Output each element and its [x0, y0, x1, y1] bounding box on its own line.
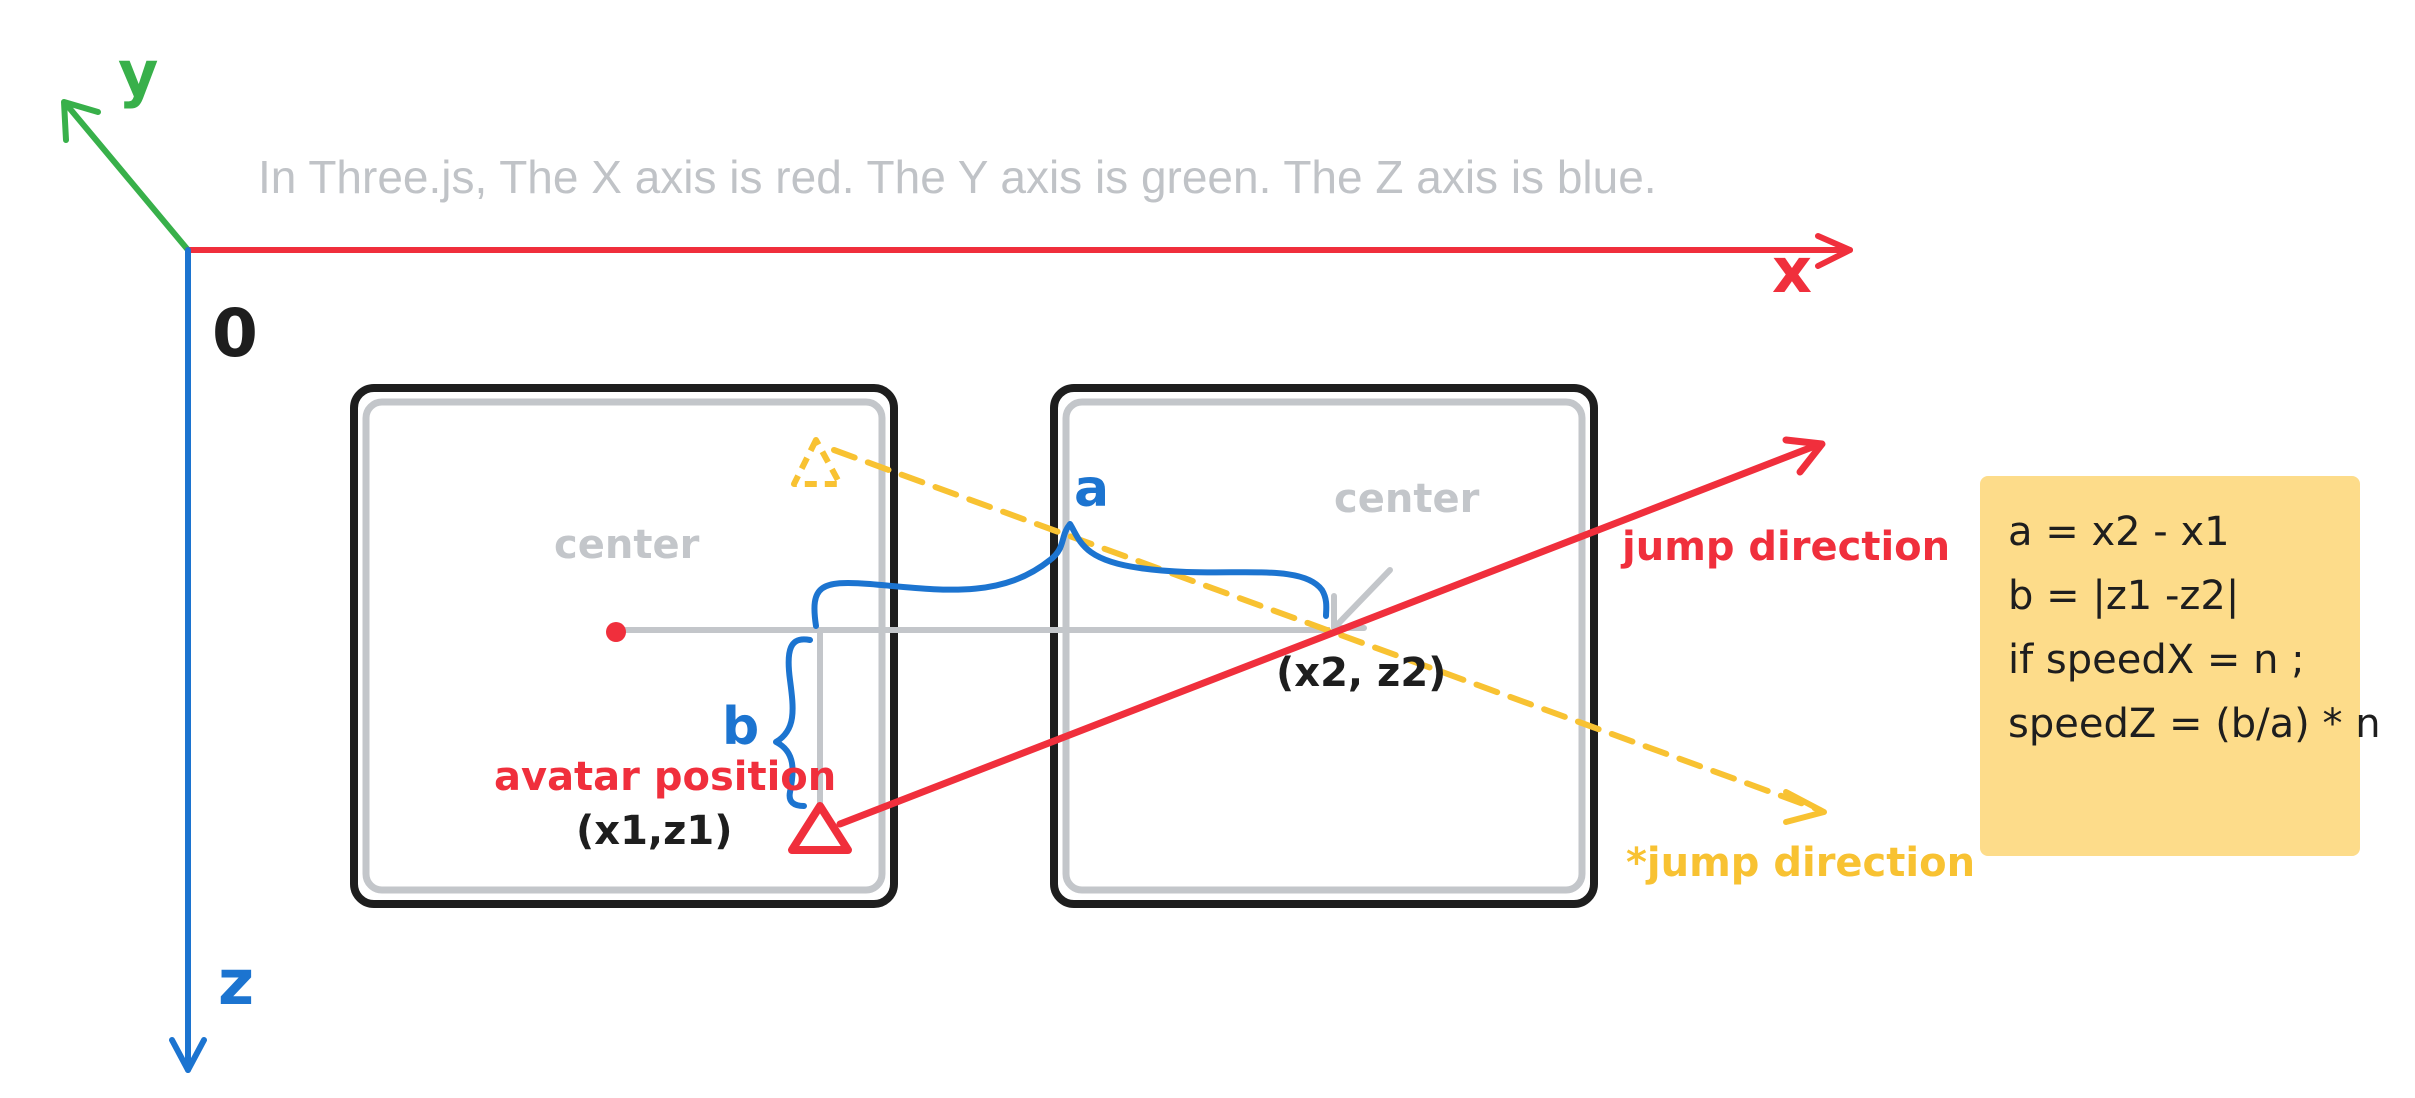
z-axis-arrowhead — [169, 1037, 207, 1073]
jump-direction-label: jump direction — [1620, 524, 1950, 570]
formula-note: a = x2 - x1 b = |z1 -z2| if speedX = n ;… — [1980, 476, 2381, 856]
origin-label: 0 — [212, 295, 258, 372]
left-box-inner — [362, 398, 886, 894]
left-center-label: center — [554, 522, 700, 568]
x-axis-label: x — [1772, 234, 1812, 307]
y-axis-label: y — [118, 37, 158, 110]
right-box-outer — [1050, 384, 1598, 908]
formula-line-speedz: speedZ = (b/a) * n — [2008, 701, 2381, 747]
brace-b-label: b — [722, 697, 759, 757]
caption-text: In Three.js, The X axis is red. The Y ax… — [258, 151, 1657, 203]
brace-b — [773, 636, 813, 809]
formula-line-a: a = x2 - x1 — [2008, 509, 2230, 555]
formula-line-b: b = |z1 -z2| — [2008, 573, 2240, 619]
avatar-position-label: avatar position — [494, 754, 836, 800]
target-pointer-line — [1333, 567, 1393, 629]
left-center-dot — [606, 622, 626, 642]
x-axis-arrowhead — [1815, 233, 1853, 269]
avatar-triangle — [788, 802, 852, 854]
y-axis-arrowhead — [61, 99, 101, 143]
alt-jump-direction-arrowhead — [1783, 789, 1827, 825]
alt-jump-direction-line — [831, 447, 1823, 813]
brace-a — [811, 521, 1330, 629]
brace-a-label: a — [1074, 459, 1109, 519]
left-box-outer — [350, 384, 898, 908]
alt-avatar-triangle — [791, 437, 843, 487]
avatar-coords-label: (x1,z1) — [576, 808, 733, 854]
jump-direction-line — [836, 440, 1824, 828]
alt-jump-direction-label: *jump direction — [1626, 840, 1975, 886]
target-coords-label: (x2, z2) — [1276, 650, 1446, 696]
formula-line-speedx: if speedX = n ; — [2008, 637, 2305, 683]
y-axis-line — [63, 101, 191, 253]
right-center-label: center — [1334, 476, 1480, 522]
jump-direction-arrowhead — [1782, 436, 1826, 476]
z-axis-label: z — [218, 946, 254, 1019]
right-box-inner — [1062, 398, 1586, 894]
